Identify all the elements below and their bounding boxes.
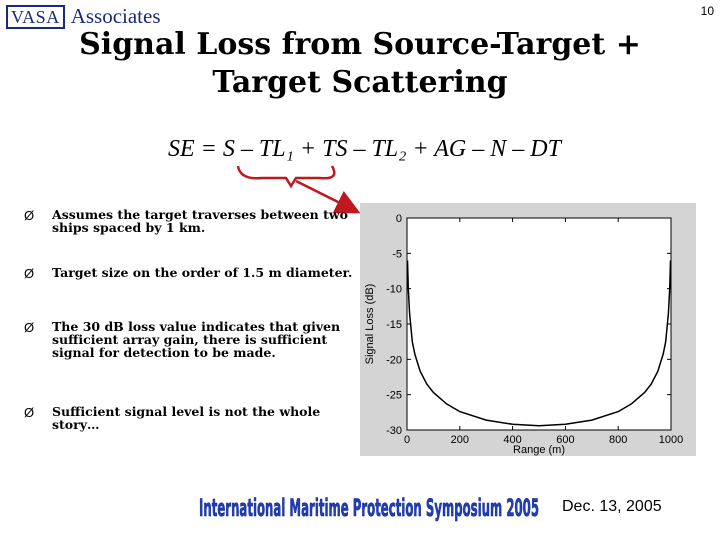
footer-date: Dec. 13, 2005 bbox=[562, 498, 662, 515]
bracket-under-tl-terms bbox=[236, 165, 336, 189]
x-axis-label: Range (m) bbox=[513, 444, 565, 456]
bullet-text: Assumes the target traverses between two… bbox=[52, 207, 348, 235]
bullet-marker: Ø bbox=[24, 405, 35, 420]
title-line-1: Signal Loss from Source-Target + bbox=[79, 27, 641, 62]
plot-area bbox=[406, 217, 672, 431]
x-tick-label: 200 bbox=[451, 434, 469, 446]
chart-svg: 0 -5 -10 -15 -20 -25 -30 0 200 400 600 800 1000 Ran… bbox=[364, 213, 683, 456]
x-tick-label: 0 bbox=[404, 434, 410, 446]
sonar-equation: SE = S – TL₁ + TS – TL₂ + AG – N – DT bbox=[168, 136, 561, 162]
title-line-2: Target Scattering bbox=[212, 65, 508, 100]
bullet-marker: Ø bbox=[24, 208, 35, 223]
y-tick-label: -30 bbox=[386, 425, 402, 437]
y-tick-label: 0 bbox=[396, 213, 402, 225]
symposium-banner: International Maritime Protection Sympos… bbox=[199, 494, 540, 523]
bullet-text: The 30 dB loss value indicates that give… bbox=[52, 319, 341, 360]
slide-title: Signal Loss from Source-Target + Target … bbox=[30, 26, 690, 102]
bullet-marker: Ø bbox=[24, 320, 35, 335]
x-tick-label: 1000 bbox=[659, 434, 683, 446]
vasa-logo: VASA Associates bbox=[6, 4, 161, 29]
y-tick-label: -25 bbox=[386, 390, 402, 402]
page-number: 10 bbox=[700, 4, 714, 18]
y-tick-label: -5 bbox=[392, 248, 402, 260]
bullet-text: Target size on the order of 1.5 m diamet… bbox=[52, 265, 353, 280]
x-tick-label: 800 bbox=[609, 434, 627, 446]
bullet-text: Sufficient signal level is not the whole… bbox=[52, 404, 321, 432]
bullet-item: Ø Sufficient signal level is not the who… bbox=[24, 405, 354, 431]
y-axis-label: Signal Loss (dB) bbox=[364, 284, 376, 365]
y-tick-label: -15 bbox=[386, 319, 402, 331]
y-tick-label: -20 bbox=[386, 354, 402, 366]
bullet-item: Ø Target size on the order of 1.5 m diam… bbox=[24, 265, 354, 281]
logo-text: Associates bbox=[70, 4, 161, 28]
logo-box: VASA bbox=[6, 4, 65, 29]
y-tick-label: -10 bbox=[386, 284, 402, 296]
bullet-marker: Ø bbox=[24, 266, 35, 281]
bullet-item: Ø The 30 dB loss value indicates that gi… bbox=[24, 320, 354, 359]
series-line bbox=[406, 260, 672, 427]
signal-loss-chart: 0 -5 -10 -15 -20 -25 -30 0 200 400 600 800 1000 Ran… bbox=[360, 203, 696, 456]
x-tick-label: 400 bbox=[503, 434, 521, 446]
x-tick-label: 600 bbox=[556, 434, 574, 446]
bullet-item: Ø Assumes the target traverses between t… bbox=[24, 208, 354, 234]
banner-text: International Maritime Protection Sympos… bbox=[199, 494, 539, 522]
